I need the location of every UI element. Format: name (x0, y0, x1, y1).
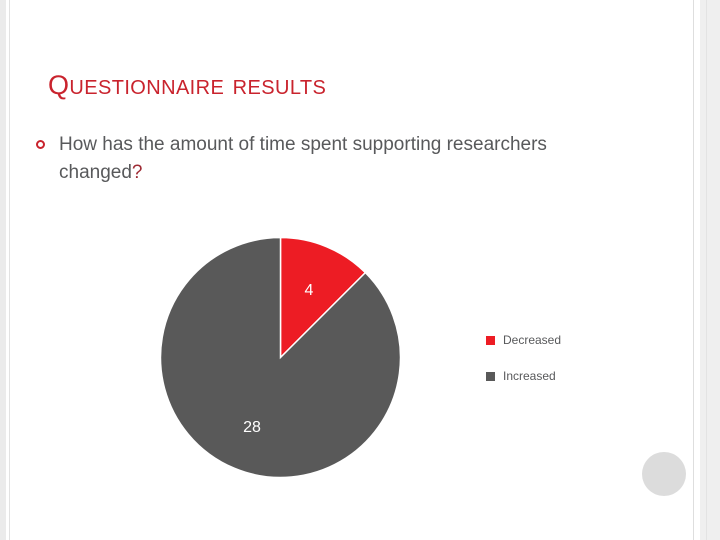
right-edge-rule (693, 0, 694, 540)
legend-swatch-increased (486, 371, 495, 381)
right-edge-band (700, 0, 720, 540)
legend-label-increased: Increased (503, 369, 556, 383)
pie-slice-group (159, 236, 402, 479)
bullet-list-item: How has the amount of time spent support… (36, 131, 596, 186)
pie-slice-increased (159, 236, 402, 479)
left-edge-rule (9, 0, 10, 540)
bullet-item-label: How has the amount of time spent support… (59, 131, 549, 186)
legend-label-decreased: Decreased (503, 333, 562, 347)
decorative-circle (642, 452, 686, 496)
legend-swatch-decreased (486, 335, 495, 345)
pie-slice-decreased (279, 236, 367, 360)
pie-chart-svg: 4 28 (159, 236, 402, 479)
hollow-circle-bullet-icon (36, 140, 45, 149)
pie-data-label-decreased: 4 (305, 282, 314, 299)
pie-data-label-group: 4 28 (243, 282, 313, 436)
page-title: Questionnaire Results (48, 61, 327, 103)
pie-chart: 4 28 (140, 225, 430, 500)
legend-item-decreased: Decreased (486, 322, 646, 358)
bullet-item-question-mark: ? (131, 161, 143, 183)
right-edge-band-inner (706, 0, 707, 540)
legend-item-increased: Increased (486, 358, 646, 394)
pie-data-label-increased: 28 (243, 419, 261, 436)
bullet-item-text: How has the amount of time spent support… (59, 134, 547, 183)
chart-legend: Decreased Increased (486, 322, 646, 394)
left-edge-band (0, 0, 6, 540)
